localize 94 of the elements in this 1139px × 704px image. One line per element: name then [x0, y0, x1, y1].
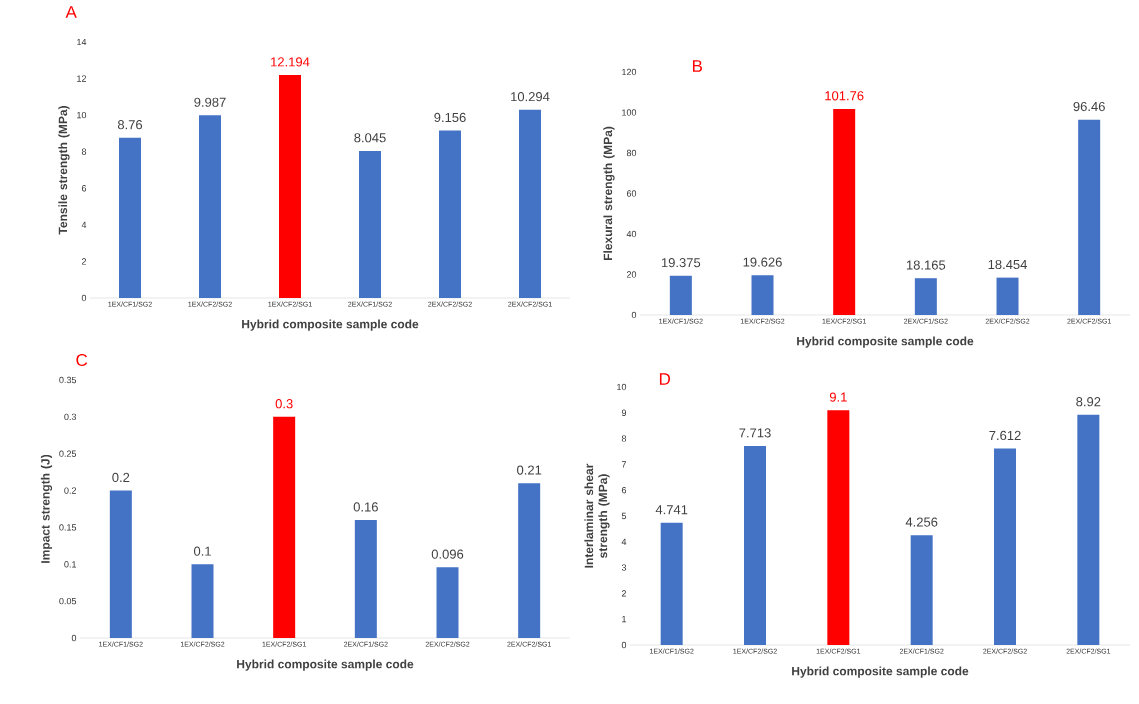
data-label: 0.16	[353, 502, 378, 512]
y-axis-title: Tensile strength (MPa)	[58, 106, 70, 235]
y-tick-label: 12	[77, 75, 87, 82]
y-tick-label: 0.25	[59, 450, 77, 457]
y-tick-label: 6	[81, 185, 87, 192]
data-label: 101.76	[825, 91, 864, 101]
data-label: 96.46	[1073, 101, 1105, 112]
y-tick-label: 2	[621, 590, 627, 597]
x-axis-title: Hybrid composite sample code	[797, 336, 974, 348]
data-label: 10.294	[511, 92, 550, 102]
y-tick-label: 14	[77, 38, 87, 46]
y-tick-label: 120	[622, 68, 637, 76]
bar	[439, 130, 461, 298]
y-tick-label: 40	[626, 230, 637, 238]
bar	[109, 490, 132, 638]
data-label: 0.1	[193, 546, 211, 556]
y-tick-label: 0	[621, 641, 627, 649]
y-tick-label: 0.2	[64, 487, 77, 494]
bar	[119, 137, 141, 298]
bar	[273, 416, 296, 638]
data-label: 0.21	[517, 465, 542, 475]
data-label: 9.987	[194, 97, 226, 107]
y-tick-label: 0	[71, 634, 77, 642]
bar	[914, 278, 937, 315]
x-axis-title: Hybrid composite sample code	[237, 659, 414, 671]
y-tick-label: 0.1	[64, 561, 77, 568]
y-tick-label: 0.3	[64, 413, 77, 421]
bar	[996, 277, 1019, 315]
data-label: 12.194	[271, 57, 310, 67]
y-tick-label: 4	[81, 221, 87, 228]
data-label: 8.045	[354, 133, 386, 143]
bar	[669, 275, 692, 315]
data-label: 7.713	[739, 428, 771, 438]
y-tick-label: 10	[77, 111, 87, 119]
chart-title: B	[692, 60, 703, 72]
bar	[518, 483, 541, 638]
y-tick-label: 1	[622, 616, 627, 623]
y-axis-title: Impact strength (J)	[40, 454, 53, 563]
y-tick-label: 7	[621, 461, 627, 468]
y-tick-label: 2	[81, 258, 87, 265]
y-tick-label: 8	[621, 435, 627, 442]
data-label: 18.454	[988, 259, 1028, 270]
y-tick-label: 10	[617, 383, 627, 391]
x-axis-title: Hybrid composite sample code	[242, 319, 419, 331]
bar	[436, 567, 459, 638]
chart-title: D	[659, 373, 671, 385]
y-tick-label: 60	[626, 190, 637, 197]
bar	[279, 75, 301, 298]
data-label: 0.3	[275, 399, 293, 409]
y-tick-label: 0	[81, 294, 87, 302]
y-tick-label: 4	[621, 538, 627, 545]
data-label: 4.741	[655, 505, 688, 515]
bar	[199, 115, 221, 298]
y-tick-label: 20	[626, 271, 637, 278]
y-tick-label: 0.35	[59, 376, 77, 384]
bar	[833, 108, 856, 315]
y-tick-label: 9	[621, 409, 627, 416]
y-tick-label: 0.05	[59, 597, 77, 605]
bar	[751, 275, 774, 315]
data-label: 18.165	[906, 260, 946, 270]
bar	[354, 520, 377, 638]
data-label: 7.612	[989, 430, 1021, 441]
bar	[744, 446, 767, 645]
bar	[519, 109, 541, 298]
data-label: 9.1	[829, 392, 847, 402]
chart-title: C	[76, 353, 88, 367]
data-label: 8.76	[117, 120, 143, 130]
data-label: 19.626	[743, 257, 782, 267]
y-tick-label: 6	[621, 487, 627, 494]
data-label: 4.256	[905, 517, 938, 527]
data-label: 0.2	[112, 472, 130, 483]
bar	[994, 448, 1017, 645]
bar	[910, 535, 933, 645]
y-tick-label: 0	[631, 311, 637, 319]
y-axis-title: Interlaminar shear strength (MPa)	[584, 463, 610, 568]
bar	[359, 150, 381, 298]
data-label: 0.096	[431, 549, 464, 559]
data-label: 8.92	[1076, 397, 1101, 407]
y-tick-label: 5	[621, 512, 627, 520]
bar	[660, 522, 683, 645]
y-tick-label: 0.15	[59, 524, 77, 531]
bar	[1077, 414, 1100, 645]
bar	[191, 564, 214, 638]
x-axis-title: Hybrid composite sample code	[792, 666, 969, 678]
bar	[827, 410, 850, 645]
chart-title: A	[65, 6, 77, 18]
y-tick-label: 80	[626, 149, 637, 157]
y-tick-label: 8	[81, 148, 87, 155]
data-label: 9.156	[434, 112, 466, 123]
y-axis-title: Flexural strength (MPa)	[603, 126, 615, 261]
bar	[1078, 119, 1101, 315]
y-tick-label: 3	[621, 564, 627, 571]
y-tick-label: 100	[622, 109, 637, 116]
data-label: 19.375	[661, 258, 701, 268]
